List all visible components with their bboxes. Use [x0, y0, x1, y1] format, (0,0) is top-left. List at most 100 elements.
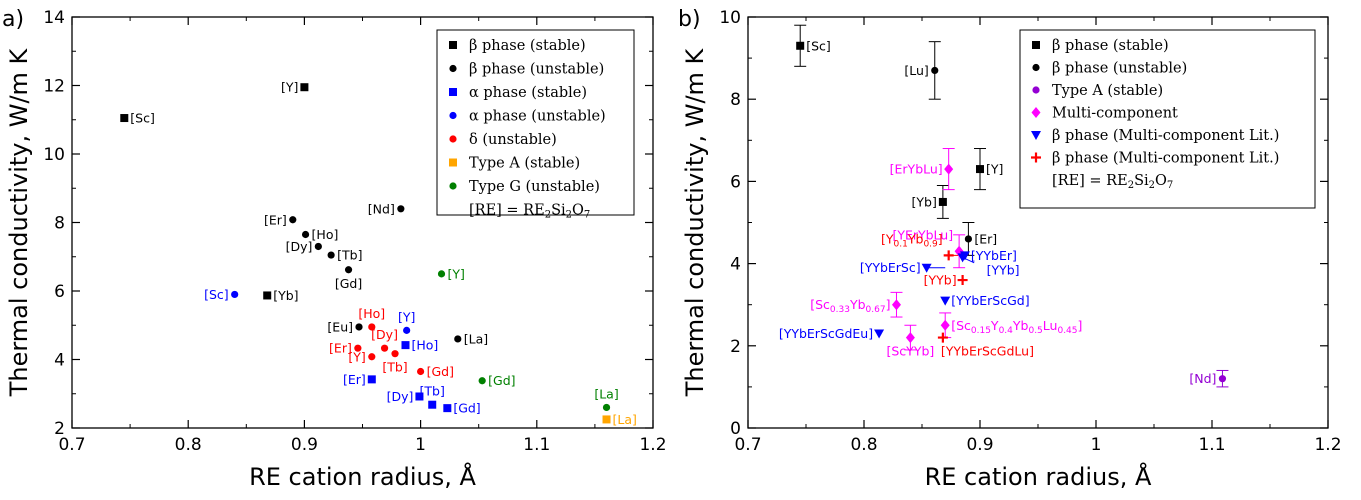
- y-tick-label: 6: [54, 282, 65, 302]
- panel-label: a): [2, 7, 24, 32]
- point-label: [Y]: [398, 309, 415, 324]
- data-point: [368, 323, 376, 331]
- y-tick-label: 4: [54, 351, 65, 371]
- data-point: [602, 415, 611, 424]
- data-point: [327, 251, 335, 259]
- series-1: [Sc] [Yb] [Y]: [794, 24, 1003, 219]
- x-axis-label: RE cation radius, Å: [249, 462, 476, 491]
- point-label: [Dy]: [371, 327, 398, 342]
- data-point: [415, 392, 424, 401]
- y-axis-label: Thermal conductivity, W/m K: [5, 47, 33, 397]
- point-label: [Yb]: [912, 194, 937, 209]
- data-point: [397, 205, 405, 213]
- data-point: [403, 326, 411, 334]
- point-label: [Dy]: [387, 389, 414, 404]
- point-label: [Sc0.15Y0.4Yb0.5Lu0.45]: [951, 318, 1082, 336]
- data-point: [354, 344, 362, 352]
- x-tick-label: 0.7: [58, 435, 85, 455]
- y-tick-label: 12: [43, 77, 65, 97]
- point-label: [La]: [464, 331, 488, 346]
- y-tick-label: 10: [43, 145, 65, 165]
- point-label: [Eu]: [327, 319, 353, 334]
- data-point: [263, 291, 272, 300]
- legend-note: [RE] = RE2Si2O7: [1052, 173, 1173, 191]
- data-point: [300, 83, 309, 92]
- point-label: [Sc]: [806, 38, 831, 53]
- data-point: [367, 375, 376, 384]
- y-tick-label: 2: [730, 337, 741, 357]
- data-point: [957, 253, 968, 263]
- legend-entry: β phase (unstable): [469, 62, 604, 78]
- legend-marker: [1031, 107, 1041, 118]
- chart-panel-2: 0.7 0.8 0.9 1 1.1 1.2 0 2 4 6 8 10 RE cation radius,…: [678, 7, 1342, 491]
- point-label: [Gd]: [488, 373, 515, 388]
- point-label: [Tb]: [420, 384, 445, 399]
- data-point: [964, 235, 973, 243]
- point-label: [YErYbLu]: [892, 227, 953, 242]
- point-label: [Gd]: [335, 276, 362, 291]
- series-5: [YYbErSc][YYbEr][YYb][YYbErScGd][YYbErSc…: [779, 248, 1030, 341]
- point-label: [La]: [613, 412, 637, 427]
- point-label: [Lu]: [904, 63, 928, 78]
- data-point: [976, 165, 984, 174]
- series-6: [La]: [602, 412, 637, 427]
- data-point: [417, 367, 425, 376]
- legend-marker: [449, 41, 457, 49]
- series-3: [Nd]: [1189, 369, 1229, 388]
- data-point: [289, 216, 297, 224]
- legend-entry: β phase (stable): [1052, 38, 1169, 54]
- data-point: [391, 350, 399, 358]
- data-point: [314, 242, 322, 251]
- data-point: [905, 332, 915, 344]
- data-point: [428, 400, 437, 409]
- y-tick-label: 10: [719, 8, 741, 28]
- point-label: [YYbErScGdLu]: [941, 344, 1034, 359]
- legend-marker: [449, 182, 457, 190]
- point-label: [Y]: [348, 349, 365, 364]
- data-point: [443, 404, 452, 413]
- series-7: [Y] [Gd] [La]: [437, 266, 619, 412]
- data-point: [943, 250, 954, 261]
- legend-marker: [1032, 63, 1040, 72]
- point-label: [Sc]: [130, 111, 155, 126]
- legend-entry: δ (unstable): [469, 132, 557, 148]
- legend-entry: β phase (Multi-component Lit.): [1052, 128, 1279, 144]
- x-tick-label: 0.7: [734, 435, 761, 455]
- y-tick-label: 2: [54, 419, 65, 439]
- data-point: [344, 266, 353, 274]
- x-tick-label: 1.2: [1314, 435, 1341, 455]
- point-label: [ErYbLu]: [890, 162, 943, 177]
- legend-marker: [1031, 131, 1041, 140]
- legend: β phase (stable) β phase (unstable) α phas…: [436, 29, 635, 221]
- point-label: [Er]: [974, 231, 997, 246]
- x-tick-label: 1.1: [523, 435, 550, 455]
- point-label: [Er]: [329, 341, 352, 356]
- data-point: [602, 403, 611, 412]
- legend-marker: [1031, 152, 1041, 163]
- legend-entry: α phase (stable): [469, 85, 587, 101]
- data-point: [940, 319, 950, 331]
- point-label: [Gd]: [427, 364, 454, 379]
- legend-entry: Type A (stable): [1052, 83, 1163, 99]
- legend-box: [1019, 29, 1316, 209]
- data-point: [355, 323, 363, 331]
- point-label: [YYbErSc]: [860, 260, 921, 275]
- point-label: [Gd]: [453, 401, 480, 416]
- data-point: [940, 296, 951, 306]
- data-point: [931, 66, 939, 75]
- data-point: [874, 329, 885, 339]
- point-label: [Er]: [343, 372, 366, 387]
- data-point: [891, 299, 901, 311]
- point-label: [Y]: [281, 80, 298, 95]
- series-5: [Ho][Er][Dy][Y][Tb] [Gd]: [329, 306, 454, 379]
- y-tick-label: 14: [43, 8, 65, 28]
- point-label: [Y]: [986, 162, 1003, 177]
- point-label: [YYbErScGd]: [951, 293, 1029, 308]
- data-point: [1218, 375, 1227, 383]
- legend-entry: Multi-component: [1052, 106, 1178, 122]
- legend-marker: [449, 111, 457, 120]
- data-point: [944, 163, 954, 175]
- point-label: [Tb]: [382, 360, 407, 375]
- series-4: [Sc] [Y]: [204, 287, 415, 334]
